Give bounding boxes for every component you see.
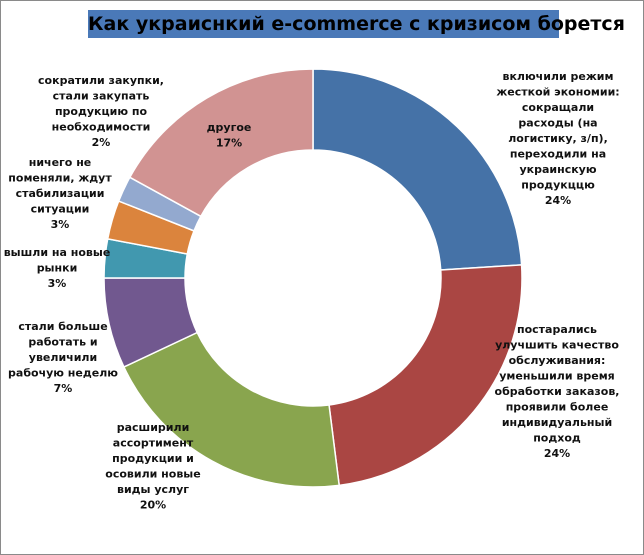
slice-label-line-3-1: расширили bbox=[117, 421, 190, 434]
slices-group bbox=[103, 68, 523, 488]
slice-label-line-1-6: переходили на bbox=[510, 148, 606, 161]
slice-label-line-2-5: обработки заказов, bbox=[495, 385, 620, 398]
slice-label-line-1-7: украинскую bbox=[519, 163, 596, 176]
slice-label-line-4-3: увеличили bbox=[29, 351, 97, 364]
slice-label-line-8-1: другое bbox=[207, 121, 252, 134]
slice-value-label-5: 3% bbox=[48, 277, 67, 290]
slice-label-line-1-8: продукццю bbox=[521, 179, 595, 192]
slice-label-line-2-7: индивидуальный bbox=[502, 416, 612, 429]
slice-value-label-4: 7% bbox=[54, 382, 73, 395]
slice-label-line-3-3: продукции и bbox=[112, 452, 194, 465]
slice-label-line-1-1: включили режим bbox=[502, 70, 613, 83]
slice-label-line-5-1: вышли на новые bbox=[4, 246, 111, 259]
slice-label-line-1-4: расходы (на bbox=[518, 117, 597, 130]
slice-label-2: постарались улучшить качество обслуживания… bbox=[495, 323, 620, 460]
slice-label-line-2-3: обслуживания: bbox=[509, 354, 606, 367]
slice-label-line-1-2: жесткой экономии: bbox=[496, 86, 619, 99]
donut-slice-2 bbox=[328, 264, 523, 487]
slice-label-line-2-8: подход bbox=[533, 432, 581, 445]
slice-label-line-6-3: стабилизации bbox=[16, 187, 105, 200]
slice-label-line-1-3: сокращали bbox=[522, 101, 594, 114]
slice-label-line-4-2: работать и bbox=[28, 336, 97, 349]
slice-label-line-4-1: стали больше bbox=[18, 320, 107, 333]
slice-label-line-7-4: необходимости bbox=[52, 121, 151, 134]
slice-label-line-7-2: стали закупать bbox=[53, 90, 150, 103]
slice-value-label-2: 24% bbox=[544, 447, 570, 460]
slice-label-line-7-3: продукцию по bbox=[55, 105, 148, 118]
slice-value-label-1: 24% bbox=[545, 194, 571, 207]
slice-label-4: стали больше работать и увеличили рабочую н… bbox=[8, 320, 118, 395]
slice-label-line-7-1: сократили закупки, bbox=[38, 74, 164, 87]
slice-label-line-5-2: рынки bbox=[37, 262, 78, 275]
slice-label-1: включили режим жесткой экономии: сокращали… bbox=[496, 70, 619, 207]
slice-label-line-2-6: проявили более bbox=[506, 401, 609, 414]
slice-label-8: другое 17% bbox=[207, 121, 252, 150]
slice-label-line-6-2: поменяли, ждут bbox=[8, 172, 112, 185]
slice-label-line-2-4: уменьшили время bbox=[499, 370, 615, 383]
slice-label-line-2-1: постарались bbox=[517, 323, 597, 336]
slice-value-label-3: 20% bbox=[140, 499, 166, 512]
slice-label-line-3-2: ассортимент bbox=[113, 437, 194, 450]
slice-label-line-6-4: ситуации bbox=[31, 203, 90, 216]
slice-label-6: ничего не поменяли, ждут стабилизации ситуа… bbox=[8, 156, 112, 231]
slice-label-line-4-4: рабочую неделю bbox=[8, 367, 118, 380]
slice-label-7: сократили закупки, стали закупать продукци… bbox=[38, 74, 164, 149]
slice-value-label-7: 2% bbox=[92, 136, 111, 149]
slice-label-line-2-2: улучшить качество bbox=[495, 339, 619, 352]
slice-label-line-1-5: логистику, з/п), bbox=[508, 132, 608, 145]
slice-label-line-3-4: осовили новые bbox=[105, 468, 200, 481]
slice-label-3: расширили ассортимент продукции и осовили н… bbox=[105, 421, 200, 512]
slice-value-label-6: 3% bbox=[51, 218, 70, 231]
labels-group: включили режим жесткой экономии: сокращали… bbox=[4, 70, 620, 512]
chart-title: Как украиснкий e-commerce с кризисом бор… bbox=[88, 10, 625, 38]
slice-label-line-3-5: виды услуг bbox=[117, 483, 189, 496]
donut-slice-8 bbox=[128, 68, 314, 218]
donut-slice-1 bbox=[312, 68, 523, 271]
slice-label-line-6-1: ничего не bbox=[29, 156, 92, 169]
slice-label-5: вышли на новые рынки 3% bbox=[4, 246, 111, 290]
slice-value-label-8: 17% bbox=[216, 137, 242, 150]
